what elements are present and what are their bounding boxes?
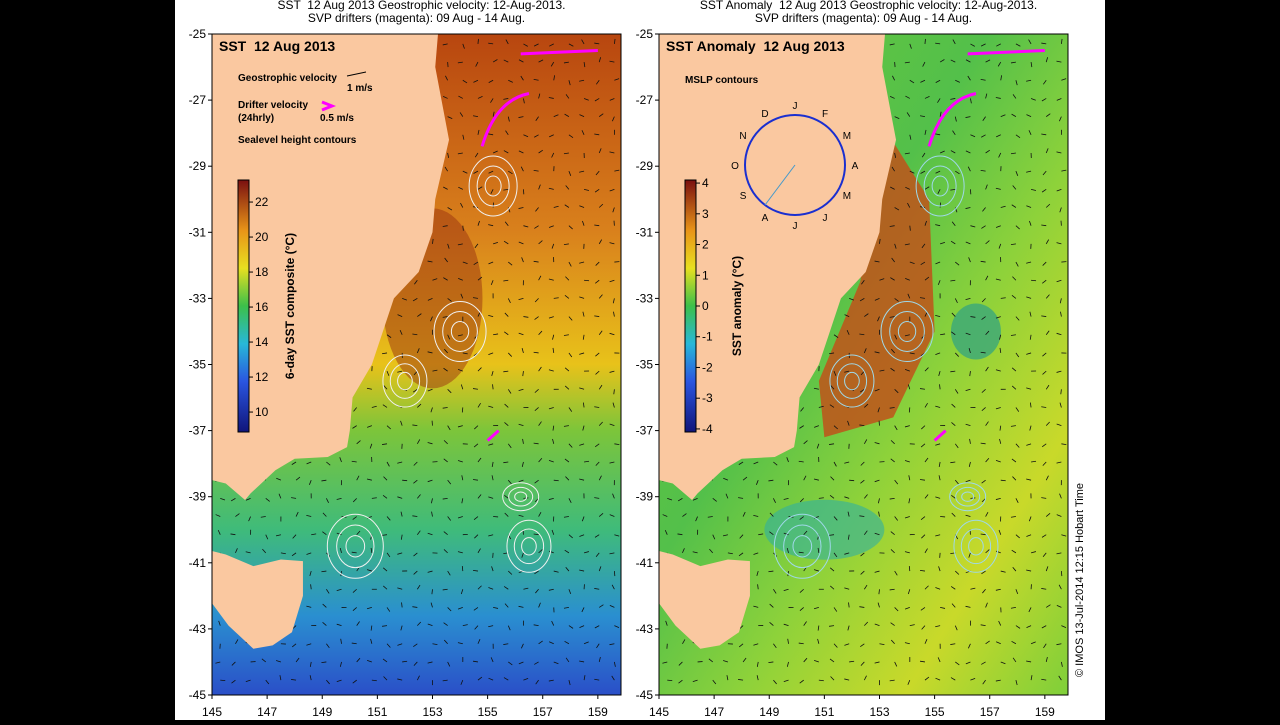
colorbar-label: 2 xyxy=(702,238,709,252)
colorbar-title: 6-day SST composite (°C) xyxy=(283,233,297,379)
colorbar-label: 10 xyxy=(255,405,269,419)
cool-eddy xyxy=(951,303,1001,359)
lon-label: 155 xyxy=(478,705,498,719)
month-label: A xyxy=(852,161,859,172)
month-label: M xyxy=(843,131,851,142)
lon-label: 155 xyxy=(925,705,945,719)
cool-patch xyxy=(764,500,884,560)
lon-label: 149 xyxy=(312,705,332,719)
lat-label: -43 xyxy=(636,622,654,636)
month-label: F xyxy=(822,109,828,120)
header: SVP drifters (magenta): 09 Aug - 14 Aug. xyxy=(308,11,525,25)
colorbar-label: 16 xyxy=(255,300,269,314)
map-panel xyxy=(206,34,621,695)
velocity-arrow xyxy=(849,480,854,481)
lat-label: -31 xyxy=(189,225,207,239)
legend-text: Sealevel height contours xyxy=(238,135,357,146)
panel-title: SST 12 Aug 2013 xyxy=(219,38,335,54)
lat-label: -41 xyxy=(636,556,654,570)
colorbar-label: 1 xyxy=(702,268,709,282)
velocity-arrow xyxy=(584,280,589,281)
lon-label: 147 xyxy=(704,705,724,719)
velocity-arrow xyxy=(925,39,926,44)
legend-text: Drifter velocity xyxy=(238,100,308,111)
lon-label: 147 xyxy=(257,705,277,719)
lat-label: -29 xyxy=(636,159,654,173)
colorbar-label: 22 xyxy=(255,195,269,209)
colorbar-label: 20 xyxy=(255,230,269,244)
lat-label: -25 xyxy=(636,27,654,41)
colorbar-label: 4 xyxy=(702,176,709,190)
month-label: J xyxy=(793,221,798,232)
month-label: J xyxy=(793,101,798,112)
colorbar-label: 3 xyxy=(702,207,709,221)
lon-label: 159 xyxy=(588,705,608,719)
colorbar-label: -3 xyxy=(702,391,713,405)
lon-label: 151 xyxy=(814,705,834,719)
lon-label: 153 xyxy=(422,705,442,719)
map-panel xyxy=(653,34,1068,695)
lat-label: -27 xyxy=(636,93,654,107)
legend-text: 1 m/s xyxy=(347,83,373,94)
month-label: J xyxy=(823,213,828,224)
legend-text: MSLP contours xyxy=(685,75,759,86)
colorbar-label: 12 xyxy=(255,370,269,384)
lon-label: 149 xyxy=(759,705,779,719)
lat-label: -35 xyxy=(636,358,654,372)
lat-label: -29 xyxy=(189,159,207,173)
lat-label: -27 xyxy=(189,93,207,107)
lon-label: 157 xyxy=(980,705,1000,719)
colorbar-label: -2 xyxy=(702,360,713,374)
lat-label: -43 xyxy=(189,622,207,636)
lat-label: -41 xyxy=(189,556,207,570)
velocity-arrow xyxy=(402,480,407,481)
lat-label: -25 xyxy=(189,27,207,41)
legend-text: Geostrophic velocity xyxy=(238,73,337,84)
lat-label: -33 xyxy=(189,291,207,305)
lat-label: -31 xyxy=(636,225,654,239)
velocity-arrow xyxy=(910,226,911,231)
panel-title: SST Anomaly 12 Aug 2013 xyxy=(666,38,845,54)
month-label: S xyxy=(740,191,747,202)
lat-label: -37 xyxy=(636,424,654,438)
colorbar-label: -1 xyxy=(702,330,713,344)
colorbar xyxy=(238,180,249,432)
lon-label: 145 xyxy=(649,705,669,719)
velocity-arrow xyxy=(909,407,910,412)
month-label: M xyxy=(843,191,851,202)
lon-label: 153 xyxy=(869,705,889,719)
lat-label: -45 xyxy=(636,688,654,702)
month-label: A xyxy=(762,213,769,224)
lat-label: -37 xyxy=(189,424,207,438)
colorbar-label: 18 xyxy=(255,265,269,279)
month-label: N xyxy=(739,131,746,142)
colorbar-title: SST anomaly (°C) xyxy=(730,256,744,356)
legend-text: 0.5 m/s xyxy=(320,113,354,124)
legend-text: (24hrly) xyxy=(238,113,274,124)
lon-label: 159 xyxy=(1035,705,1055,719)
lon-label: 151 xyxy=(367,705,387,719)
month-label: D xyxy=(761,109,768,120)
colorbar-label: -4 xyxy=(702,422,713,436)
velocity-arrow xyxy=(462,407,463,412)
lon-label: 157 xyxy=(533,705,553,719)
lat-label: -35 xyxy=(189,358,207,372)
velocity-arrow xyxy=(478,39,479,44)
colorbar xyxy=(685,180,696,432)
colorbar-label: 0 xyxy=(702,299,709,313)
credit: © IMOS 13-Jul-2014 12:15 Hobart Time xyxy=(1074,483,1086,677)
header: SVP drifters (magenta): 09 Aug - 14 Aug. xyxy=(755,11,972,25)
lat-label: -39 xyxy=(636,490,654,504)
lat-label: -33 xyxy=(636,291,654,305)
lat-label: -39 xyxy=(189,490,207,504)
velocity-arrow xyxy=(1031,280,1036,281)
lat-label: -45 xyxy=(189,688,207,702)
velocity-arrow xyxy=(463,226,464,231)
colorbar-label: 14 xyxy=(255,335,269,349)
month-label: O xyxy=(731,161,739,172)
lon-label: 145 xyxy=(202,705,222,719)
